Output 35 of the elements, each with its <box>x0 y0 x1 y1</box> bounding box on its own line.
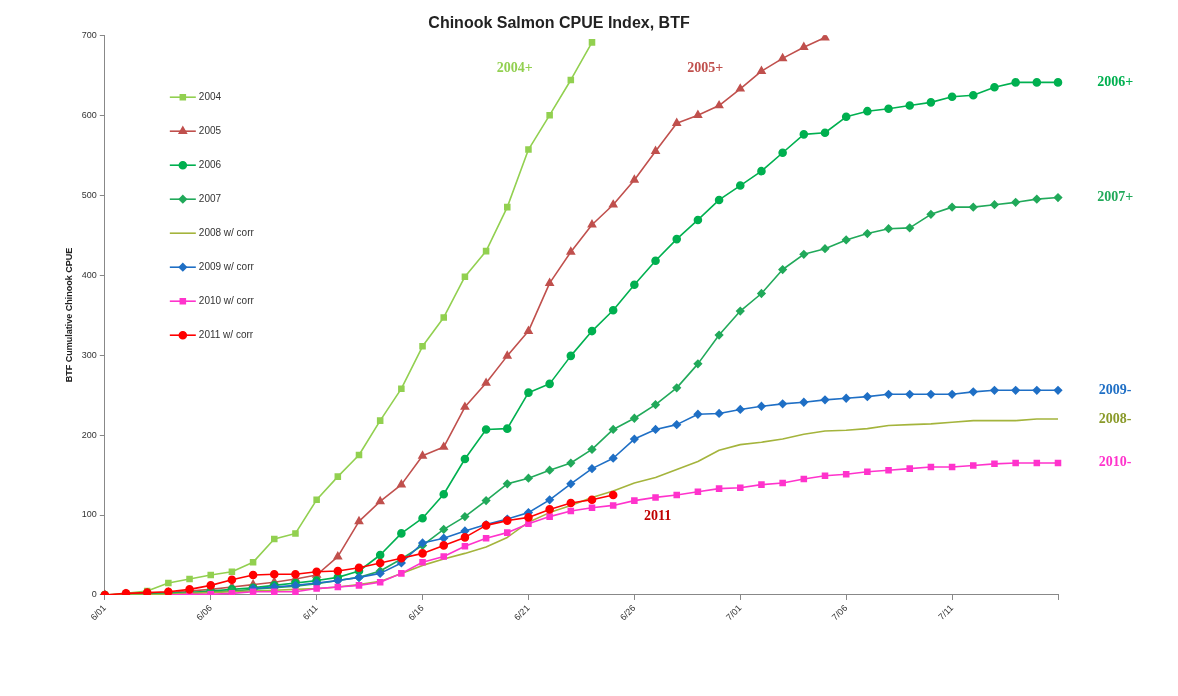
y-tick-label: 700 <box>81 29 97 40</box>
annotation: 2005+ <box>687 60 724 76</box>
legend-label: 2008 w/ corr <box>198 226 255 238</box>
legend-label: 2007 <box>198 192 222 204</box>
legend-label: 2006 <box>198 158 222 170</box>
y-tick-label: 500 <box>81 189 97 200</box>
y-tick-label: 100 <box>81 509 97 520</box>
annotation: 2004+ <box>496 60 533 76</box>
legend-label: 2009 w/ corr <box>198 260 255 272</box>
x-tick-label: 7/06 <box>829 602 850 623</box>
x-tick-label: 6/11 <box>300 602 320 622</box>
x-tick-label: 6/26 <box>618 602 638 623</box>
text: 2009- <box>1098 381 1132 397</box>
text: 2010- <box>1098 454 1132 470</box>
y-tick-label: 400 <box>81 269 97 280</box>
legend-label: 2005 <box>198 124 222 136</box>
y-tick-label: 300 <box>81 349 97 360</box>
legend-label: 2011 w/ corr <box>198 328 254 340</box>
y-axis-title: BTF Cumulative Chinook CPUE <box>63 247 74 383</box>
x-tick-label: 6/01 <box>88 602 108 623</box>
x-tick-label: 6/06 <box>194 602 214 623</box>
text: 2006+ <box>1097 73 1134 89</box>
text: 2007+ <box>1097 189 1134 205</box>
y-tick-label: 0 <box>91 589 97 600</box>
x-tick-label: 7/01 <box>723 602 744 623</box>
x-tick-label: 6/16 <box>406 602 426 623</box>
y-tick-label: 600 <box>81 109 97 120</box>
annotation: 2011 <box>644 508 672 524</box>
x-tick-label: 7/11 <box>936 602 956 622</box>
legend-label: 2010 w/ corr <box>198 294 255 306</box>
chart-title: Chinook Salmon CPUE Index, BTF <box>428 14 690 32</box>
y-tick-label: 200 <box>81 429 97 440</box>
legend-label: 2004 <box>198 90 222 102</box>
x-tick-label: 6/21 <box>512 602 532 623</box>
text: 2008- <box>1098 410 1132 426</box>
